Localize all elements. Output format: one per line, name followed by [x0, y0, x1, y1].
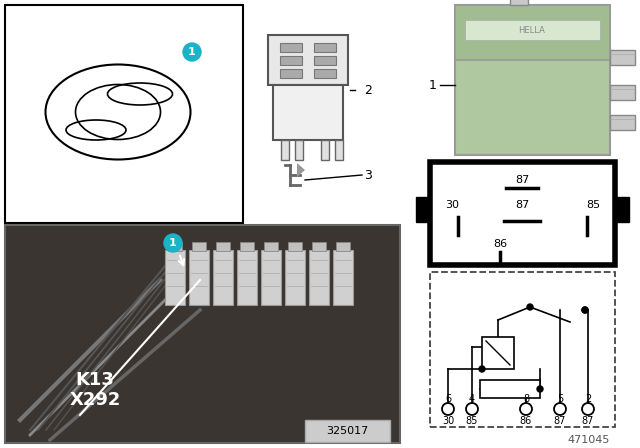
Text: 471045: 471045 [568, 435, 610, 445]
Circle shape [554, 403, 566, 415]
Bar [273, 85, 343, 140]
Circle shape [442, 403, 454, 415]
Bar [333, 250, 353, 305]
Bar [237, 250, 257, 305]
Bar [510, 0, 528, 5]
Bar [280, 43, 302, 52]
Text: X292: X292 [69, 391, 121, 409]
Text: 86: 86 [520, 416, 532, 426]
Circle shape [520, 403, 532, 415]
Text: 85: 85 [586, 200, 600, 210]
Text: 87: 87 [515, 200, 529, 210]
Bar [610, 85, 635, 100]
Bar [314, 43, 336, 52]
Text: 2: 2 [585, 394, 591, 404]
Text: 3: 3 [364, 168, 372, 181]
Bar [189, 250, 209, 305]
Text: 87: 87 [582, 416, 594, 426]
Bar [314, 56, 336, 65]
Bar [416, 197, 430, 222]
Bar [615, 197, 629, 222]
Circle shape [164, 234, 182, 252]
Circle shape [466, 403, 478, 415]
Bar [281, 140, 289, 160]
Text: HELLA: HELLA [518, 26, 545, 34]
Text: 30: 30 [445, 200, 459, 210]
Bar [268, 35, 348, 85]
Bar [213, 250, 233, 305]
Bar [309, 250, 329, 305]
Text: 6: 6 [445, 394, 451, 404]
Bar [261, 250, 281, 305]
Circle shape [537, 386, 543, 392]
Bar [280, 69, 302, 78]
Bar [335, 140, 343, 160]
Bar [5, 225, 400, 443]
Bar [430, 162, 615, 265]
Bar [295, 140, 303, 160]
Text: 8: 8 [523, 394, 529, 404]
Circle shape [183, 43, 201, 61]
Bar [455, 5, 610, 155]
Text: 1: 1 [429, 78, 437, 91]
Text: 1: 1 [188, 47, 196, 57]
Circle shape [582, 307, 588, 313]
Text: 87: 87 [515, 175, 529, 185]
Bar [168, 242, 182, 251]
Bar [482, 337, 514, 369]
Bar [280, 56, 302, 65]
Bar [192, 242, 206, 251]
Bar [305, 420, 390, 442]
Circle shape [527, 304, 533, 310]
Bar [610, 50, 635, 65]
Text: K13: K13 [76, 371, 115, 389]
Bar [312, 242, 326, 251]
Text: 2: 2 [364, 83, 372, 96]
Bar [455, 5, 610, 60]
Bar [5, 5, 243, 223]
Bar [288, 242, 302, 251]
Bar [321, 140, 329, 160]
Bar [285, 250, 305, 305]
Bar [336, 242, 350, 251]
Bar [314, 69, 336, 78]
Text: 325017: 325017 [326, 426, 368, 436]
Bar [216, 242, 230, 251]
Circle shape [582, 403, 594, 415]
Text: 87: 87 [554, 416, 566, 426]
Bar [165, 250, 185, 305]
Bar [264, 242, 278, 251]
Text: 4: 4 [469, 394, 475, 404]
Circle shape [479, 366, 485, 372]
Bar [240, 242, 254, 251]
Bar [610, 115, 635, 130]
Bar [465, 20, 600, 40]
Bar [480, 380, 540, 398]
Text: 30: 30 [442, 416, 454, 426]
Text: 1: 1 [169, 238, 177, 248]
Text: 86: 86 [493, 239, 507, 249]
Bar [430, 272, 615, 427]
Polygon shape [297, 163, 305, 177]
Circle shape [582, 307, 588, 313]
Text: 5: 5 [557, 394, 563, 404]
Text: 85: 85 [466, 416, 478, 426]
